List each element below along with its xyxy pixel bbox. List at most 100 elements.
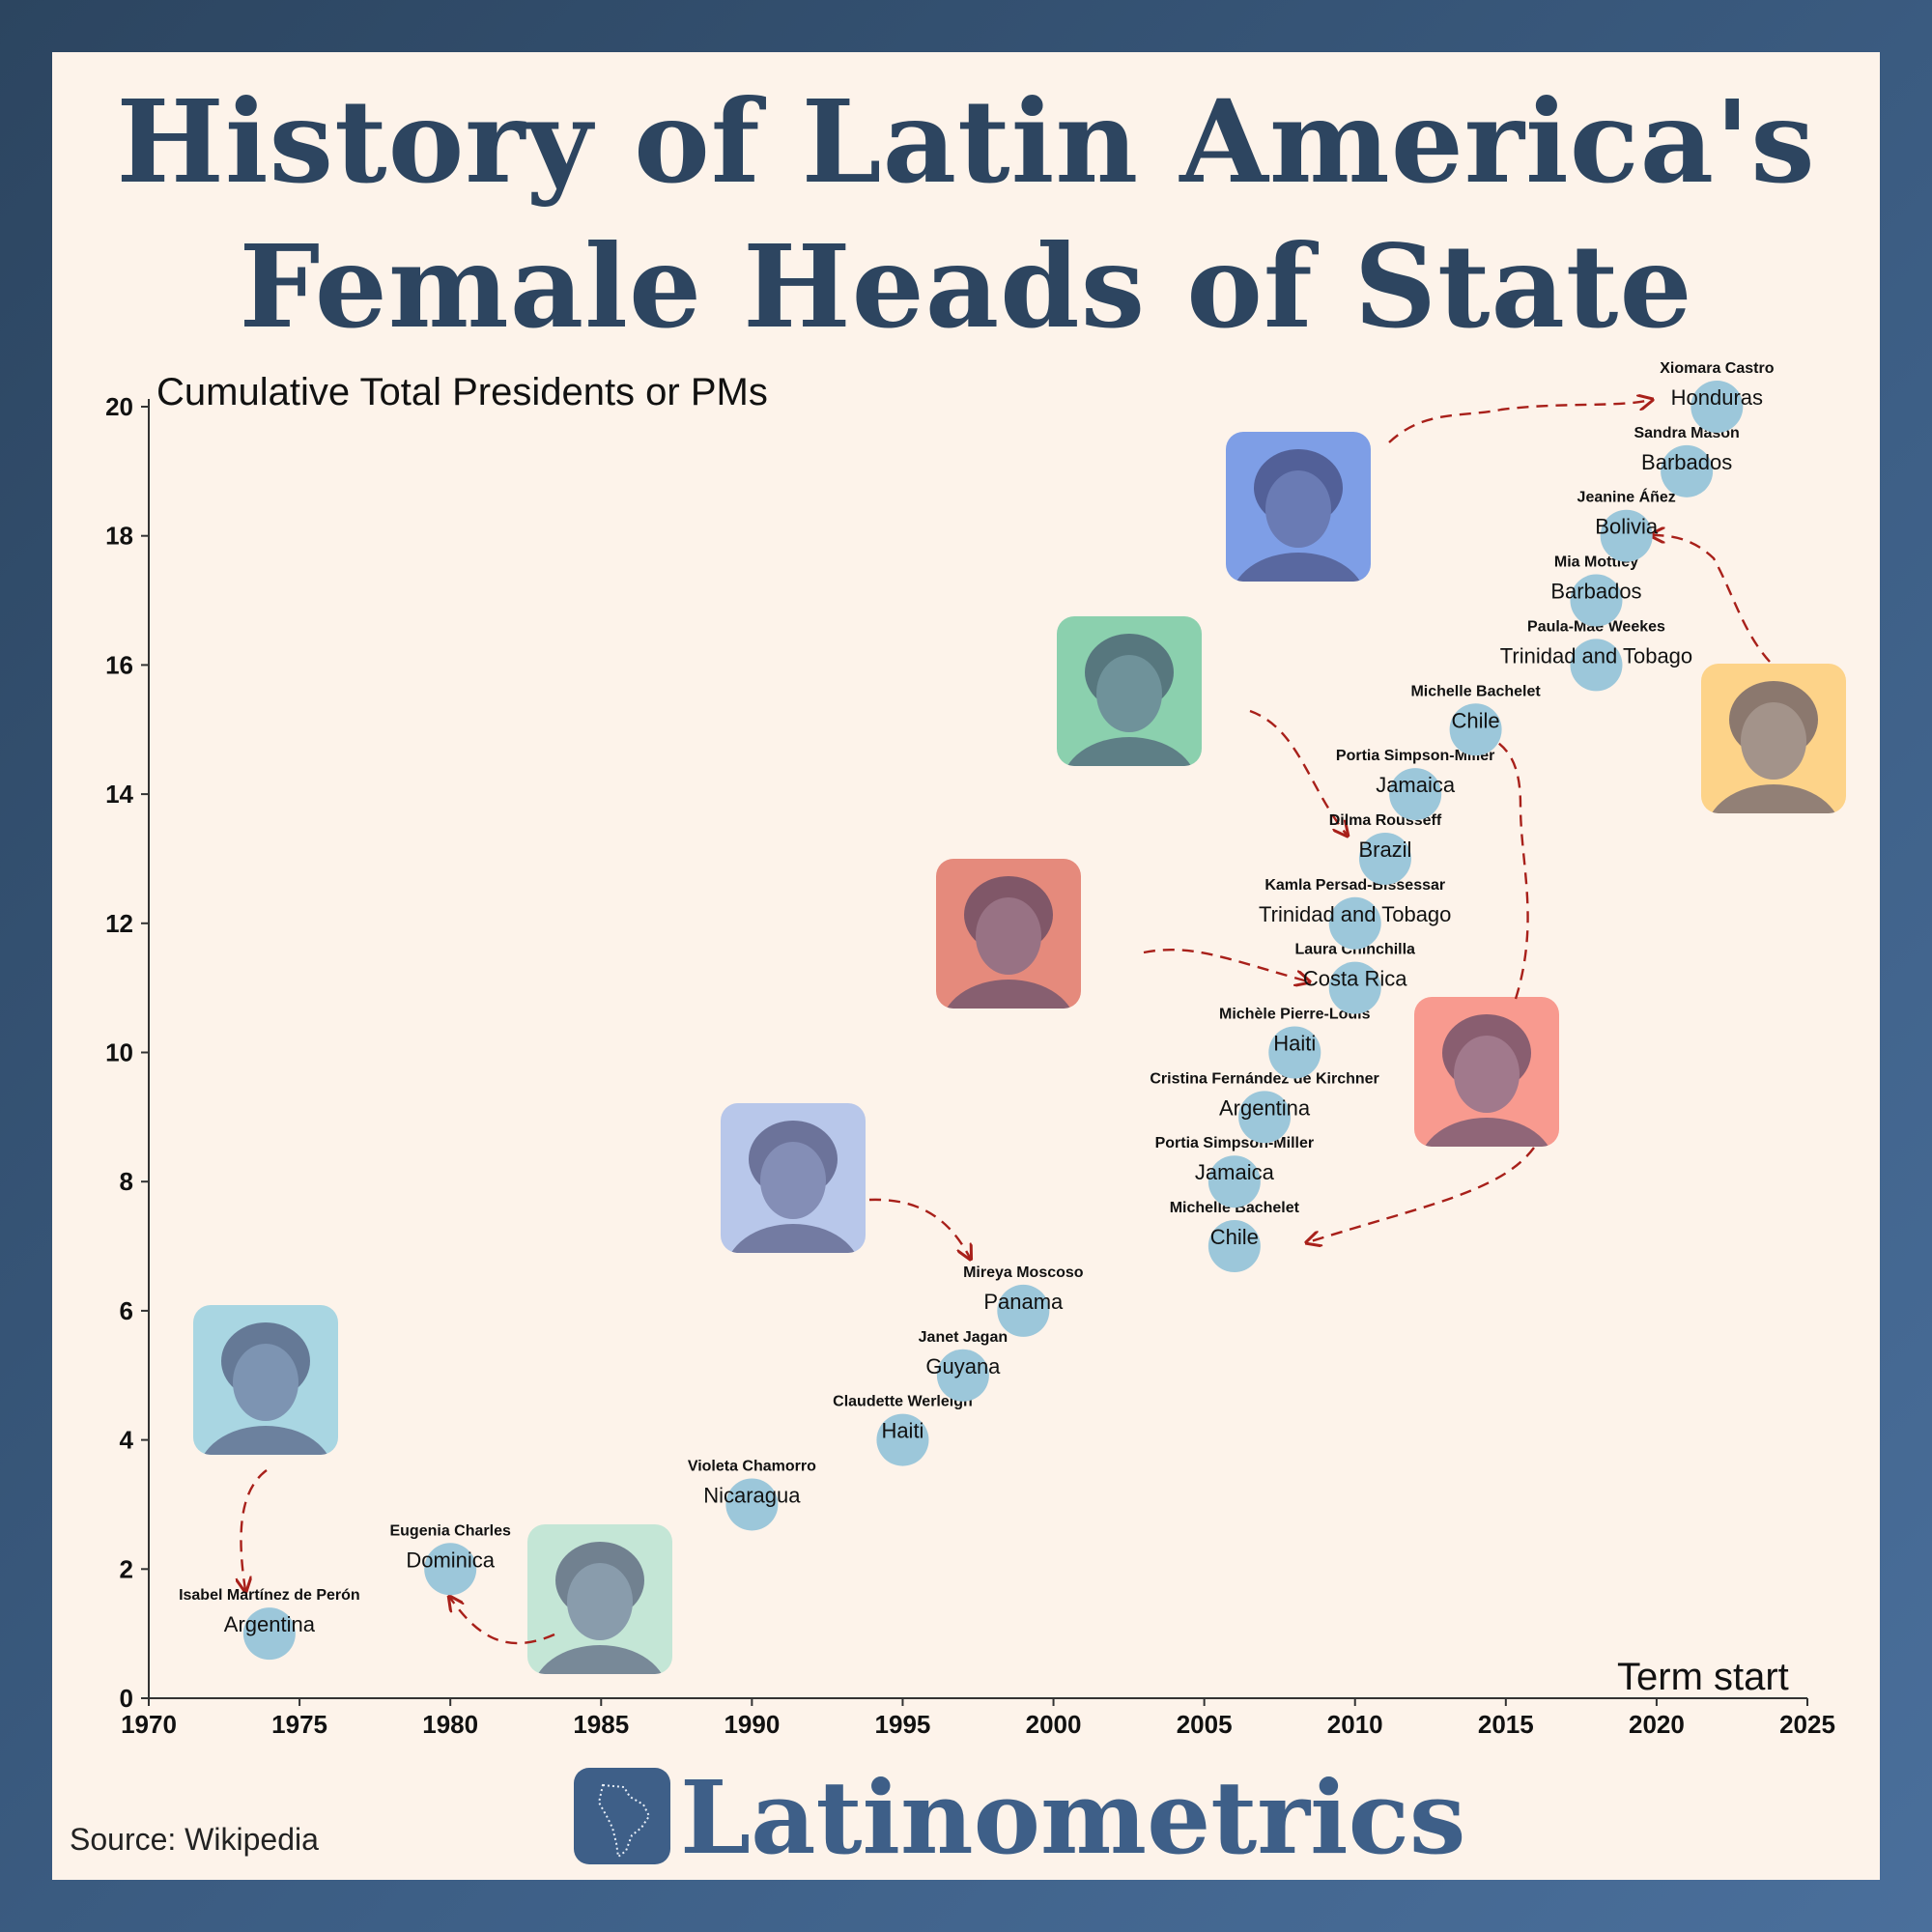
x-axis-label: Term start	[1617, 1656, 1789, 1698]
annotation-arrow	[1143, 948, 1308, 981]
point-country-label: Panama	[983, 1290, 1064, 1314]
portrait-icon-peron	[193, 1305, 338, 1455]
portrait-icon-castro	[1226, 432, 1371, 582]
point-country-label: Haiti	[1273, 1032, 1316, 1056]
axes: 1970 1975 1980 1985 1990 1995 2000 2005 2010 2015…	[105, 392, 1835, 1739]
point-country-label: Chile	[1210, 1225, 1259, 1249]
y-tick-label: 16	[105, 650, 133, 679]
source-note: Source: Wikipedia	[70, 1822, 319, 1857]
x-tick-label: 2015	[1478, 1710, 1534, 1739]
y-tick-label: 6	[120, 1296, 133, 1325]
point-country-label: Brazil	[1358, 838, 1411, 862]
y-tick-label: 2	[120, 1554, 133, 1583]
data-point	[242, 1607, 296, 1661]
data-point	[997, 1284, 1050, 1337]
x-tick-label: 1975	[271, 1710, 327, 1739]
data-point	[1268, 1026, 1321, 1079]
data-point	[1328, 896, 1381, 950]
data-point	[1570, 639, 1623, 692]
annotation-arrow	[1652, 535, 1771, 663]
point-name-label: Portia Simpson-Miller	[1155, 1135, 1314, 1151]
point-country-label: Argentina	[1219, 1095, 1311, 1120]
x-tick-label: 2020	[1629, 1710, 1685, 1739]
latam-map-logo-icon	[574, 1768, 670, 1864]
x-tick-label: 1980	[422, 1710, 478, 1739]
point-country-label: Chile	[1452, 708, 1500, 732]
x-tick-label: 1970	[121, 1710, 177, 1739]
data-point	[876, 1413, 929, 1466]
point-country-label: Argentina	[224, 1612, 316, 1636]
y-tick-label: 14	[105, 780, 133, 809]
point-name-label: Claudette Werleigh	[833, 1394, 973, 1410]
x-tick-label: 2025	[1779, 1710, 1835, 1739]
annotation-arrow	[1249, 709, 1347, 835]
y-tick-label: 12	[105, 909, 133, 938]
annotation-arrow	[1308, 1147, 1535, 1242]
data-points: Isabel Martínez de Perón Argentina Eugenia…	[179, 360, 1775, 1661]
portrait-icon-bachelet	[1414, 997, 1559, 1147]
y-tick-label: 18	[105, 522, 133, 551]
annotation-arrow	[450, 1598, 555, 1645]
point-country-label: Barbados	[1550, 580, 1641, 604]
point-name-label: Mireya Moscoso	[963, 1264, 1084, 1281]
point-name-label: Michèle Pierre-Louis	[1219, 1007, 1371, 1023]
point-name-label: Xiomara Castro	[1660, 360, 1774, 377]
y-tick-label: 20	[105, 392, 133, 421]
point-name-label: Eugenia Charles	[389, 1522, 510, 1539]
point-name-label: Paula-Mae Weekes	[1527, 618, 1665, 635]
data-point	[1238, 1091, 1292, 1144]
annotation-arrow	[1388, 400, 1651, 443]
brand-logo-text: Latinometrics	[680, 1758, 1466, 1877]
data-point	[424, 1543, 477, 1596]
point-country-label: Honduras	[1671, 385, 1763, 410]
title-line-1: History of Latin America's	[116, 74, 1816, 209]
portrait-photos	[193, 432, 1846, 1674]
point-name-label: Cristina Fernández de Kirchner	[1150, 1070, 1378, 1087]
point-country-label: Guyana	[925, 1354, 1001, 1378]
point-name-label: Michelle Bachelet	[1410, 683, 1541, 699]
point-name-label: Michelle Bachelet	[1170, 1200, 1300, 1216]
point-country-label: Costa Rica	[1303, 967, 1407, 991]
x-tick-label: 2005	[1177, 1710, 1233, 1739]
annotation-arrow	[241, 1469, 268, 1590]
portrait-icon-chinchilla	[936, 859, 1081, 1009]
data-point	[1690, 381, 1744, 433]
x-tick-label: 2000	[1026, 1710, 1082, 1739]
data-point	[1328, 961, 1381, 1014]
x-tick-label: 1985	[573, 1710, 629, 1739]
point-name-label: Kamla Persad-Bissessar	[1264, 877, 1445, 894]
data-point	[1661, 444, 1714, 497]
portrait-icon-anez	[1701, 664, 1846, 813]
chart-title: History of Latin America's Female Heads …	[52, 70, 1880, 359]
point-country-label: Jamaica	[1376, 773, 1456, 797]
point-country-label: Trinidad and Tobago	[1259, 902, 1451, 926]
point-country-label: Trinidad and Tobago	[1500, 643, 1692, 668]
point-name-label: Isabel Martínez de Perón	[179, 1587, 360, 1604]
chart-plot: 1970 1975 1980 1985 1990 1995 2000 2005 2010 2015…	[105, 360, 1846, 1739]
data-point	[1208, 1220, 1261, 1273]
point-country-label: Jamaica	[1195, 1160, 1275, 1184]
data-point	[1600, 509, 1653, 562]
data-point	[1389, 768, 1442, 821]
portrait-icon-charles	[527, 1524, 672, 1674]
y-tick-label: 10	[105, 1038, 133, 1067]
title-line-2: Female Heads of State	[239, 219, 1693, 354]
x-tick-label: 1995	[875, 1710, 931, 1739]
y-axis-label: Cumulative Total Presidents or PMs	[156, 371, 768, 413]
portrait-icon-rousseff	[1057, 616, 1202, 766]
infographic-card: History of Latin America's Female Heads …	[52, 52, 1880, 1880]
x-tick-label: 2010	[1327, 1710, 1383, 1739]
point-country-label: Nicaragua	[703, 1483, 801, 1507]
point-name-label: Portia Simpson-Miller	[1336, 748, 1494, 764]
y-tick-label: 0	[120, 1684, 133, 1713]
data-point	[1449, 703, 1502, 756]
data-point	[1358, 832, 1411, 885]
annotation-arrow	[1477, 732, 1529, 1000]
point-name-label: Violeta Chamorro	[688, 1458, 816, 1474]
point-country-label: Haiti	[881, 1419, 923, 1443]
portrait-icon-moscoso	[721, 1103, 866, 1253]
data-point	[1208, 1155, 1261, 1208]
data-point	[1570, 574, 1623, 627]
annotation-arrow	[868, 1198, 970, 1258]
data-point	[725, 1478, 779, 1531]
